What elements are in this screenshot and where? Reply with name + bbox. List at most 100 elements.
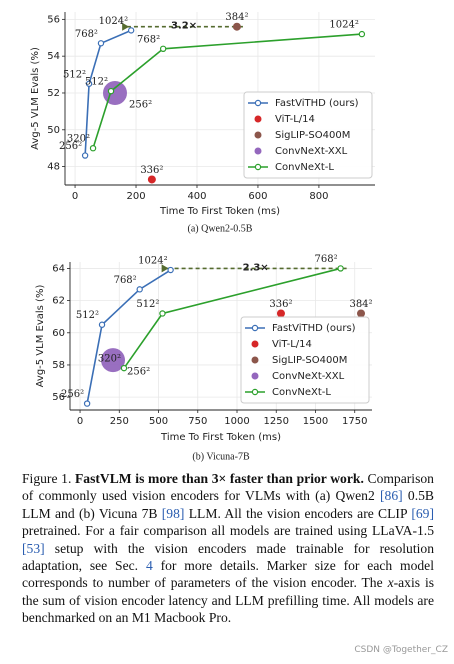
point-label: 512² — [76, 310, 99, 321]
point-label: 512² — [63, 69, 86, 80]
legend-marker — [254, 131, 262, 139]
legend-label: ViT-L/14 — [272, 339, 312, 350]
data-point — [159, 310, 166, 317]
point-label: 768² — [314, 254, 337, 265]
point-label: 256² — [61, 389, 84, 400]
x-tick-label: 600 — [248, 191, 267, 202]
caption-text: Comparison of commonly used vision encod… — [22, 471, 434, 504]
y-tick-label: 56 — [52, 392, 65, 403]
legend-marker — [251, 372, 259, 380]
data-point — [136, 286, 143, 293]
point-label: 512² — [136, 299, 159, 310]
data-point — [120, 364, 128, 372]
caption-text: 0.5B LLM and (b) Vicuna 7B — [22, 488, 434, 521]
data-point — [98, 321, 106, 328]
point-label: 512² — [85, 77, 108, 88]
y-tick-label: 62 — [52, 296, 65, 307]
annotation-text: 2.3× — [243, 262, 269, 273]
y-tick-label: 48 — [47, 162, 60, 173]
legend-marker — [251, 356, 259, 364]
watermark: CSDN @Together_CZ — [354, 645, 448, 655]
legend-label: FastViTHD (ours) — [272, 323, 356, 334]
y-tick-label: 60 — [52, 328, 65, 339]
data-point — [97, 40, 105, 47]
data-point — [147, 175, 156, 184]
point-label: 320² — [67, 134, 90, 145]
data-point — [85, 80, 93, 87]
x-tick-label: 0 — [77, 416, 83, 427]
x-tick-label: 800 — [309, 191, 328, 202]
point-label: 384² — [225, 12, 248, 23]
legend-label: ConvNeXt-XXL — [275, 146, 348, 157]
point-label: 768² — [137, 34, 160, 45]
legend-marker — [251, 324, 259, 332]
caption-text: LLM. All the vision encoders are CLIP — [184, 505, 412, 521]
legend-marker — [254, 163, 262, 171]
data-point — [101, 348, 126, 373]
x-axis-label: Time To First Token (ms) — [159, 206, 280, 217]
x-tick-label: 1750 — [342, 416, 367, 427]
caption-text: setup with the vision encoders made trai… — [22, 540, 434, 574]
caption-text: for more details. Marker size for each m… — [22, 558, 434, 591]
x-tick-label: 1000 — [224, 416, 249, 427]
caption-label: Figure 1. — [22, 471, 72, 486]
legend-label: ViT-L/14 — [275, 114, 315, 125]
legend-label: FastViTHD (ours) — [275, 98, 359, 109]
legend-label: ConvNeXt-XXL — [272, 371, 345, 382]
x-tick-label: 750 — [188, 416, 207, 427]
x-tick-label: 0 — [72, 191, 78, 202]
point-label: 336² — [140, 165, 163, 176]
caption-math: x — [387, 575, 394, 591]
legend-marker — [254, 147, 262, 155]
point-label: 336² — [269, 299, 292, 310]
legend: FastViTHD (ours) ViT-L/14 SigLIP-SO400M Con… — [243, 91, 373, 179]
reference: [86] — [380, 488, 403, 504]
caption-bold: FastVLM is more than 3× faster than prio… — [75, 471, 364, 486]
x-tick-label: 250 — [110, 416, 129, 427]
reference: [53] — [22, 540, 45, 556]
data-point — [107, 87, 115, 95]
legend-marker — [254, 115, 262, 123]
x-tick-label: 400 — [187, 191, 206, 202]
point-label: 320² — [98, 354, 121, 365]
y-tick-label: 58 — [52, 360, 65, 371]
legend-marker — [254, 99, 262, 107]
x-tick-label: 200 — [126, 191, 145, 202]
series-line — [92, 33, 362, 149]
y-tick-label: 64 — [52, 263, 65, 274]
chart-caption: (a) Qwen2-0.5B — [188, 223, 253, 234]
point-label: 1024² — [329, 20, 358, 31]
annotation-text: 3.2× — [171, 21, 197, 32]
x-tick-label: 1250 — [264, 416, 289, 427]
point-label: 768² — [75, 29, 98, 40]
data-point — [337, 265, 344, 272]
series-line — [84, 29, 132, 156]
legend-marker — [251, 340, 259, 348]
data-point — [81, 152, 89, 159]
point-label: 1024² — [99, 16, 128, 27]
y-tick-label: 52 — [47, 88, 60, 99]
data-point — [159, 45, 167, 53]
reference: 4 — [145, 558, 153, 574]
legend-marker — [251, 388, 259, 396]
data-point — [276, 309, 285, 318]
legend: FastViTHD (ours) ViT-L/14 SigLIP-SO400M Con… — [240, 316, 370, 404]
point-label: 768² — [114, 275, 137, 286]
point-label: 256² — [127, 367, 150, 378]
chart-caption: (b) Vicuna-7B — [192, 451, 250, 462]
data-point — [89, 144, 97, 152]
arrow-head — [122, 22, 130, 31]
legend-box — [240, 316, 370, 404]
y-axis-label: Avg-5 VLM Evals (%) — [35, 285, 46, 388]
data-point — [358, 30, 366, 38]
legend-box — [243, 91, 373, 179]
x-tick-label: 1500 — [303, 416, 328, 427]
arrow-head — [161, 264, 169, 273]
y-axis-label: Avg-5 VLM Evals (%) — [30, 47, 41, 150]
data-point — [83, 400, 91, 407]
data-point — [127, 27, 135, 34]
point-label: 384² — [349, 299, 372, 310]
y-tick-label: 54 — [47, 51, 60, 62]
